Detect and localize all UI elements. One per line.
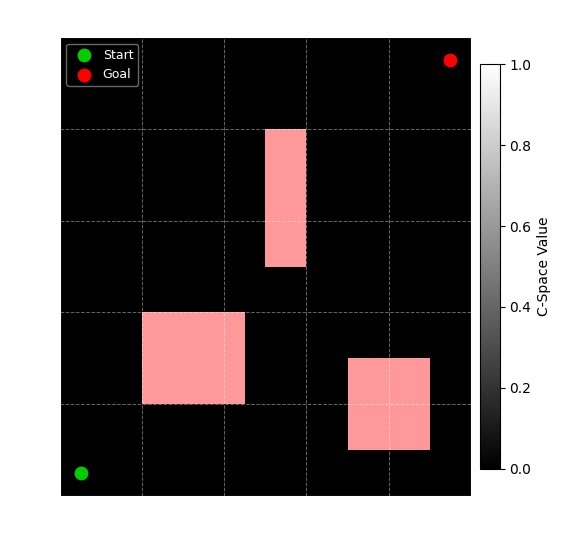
Title: Configuration Space (C-Space) Representation: Configuration Space (C-Space) Representa… <box>72 15 458 33</box>
Start <box>76 468 85 477</box>
Legend: Start, Goal: Start, Goal <box>66 44 138 86</box>
Goal <box>445 56 454 65</box>
Bar <box>348 358 430 450</box>
Bar <box>142 312 245 404</box>
Y-axis label: C-Space Value: C-Space Value <box>537 217 551 316</box>
X-axis label: X Position: X Position <box>231 524 299 538</box>
Y-axis label: Y Position: Y Position <box>15 233 29 300</box>
Bar <box>265 129 306 267</box>
